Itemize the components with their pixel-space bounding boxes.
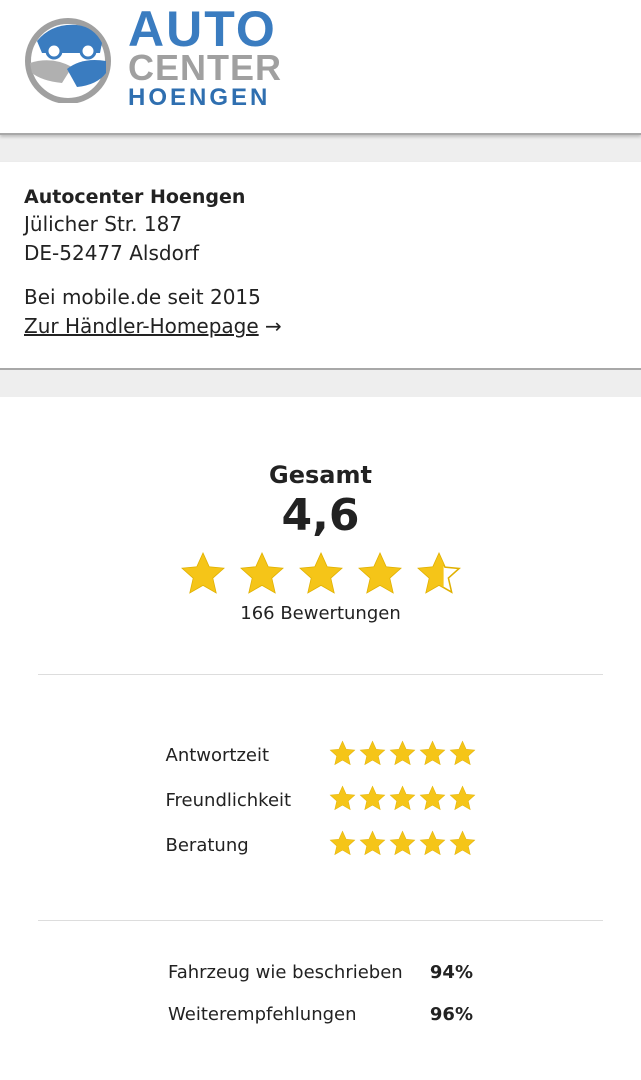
star-icon bbox=[449, 785, 476, 817]
recommendation-row: Weiterempfehlungen 96% bbox=[168, 993, 473, 1035]
star-icon bbox=[419, 830, 446, 862]
dealer-homepage-link[interactable]: Zur Händler-Homepage bbox=[24, 314, 259, 338]
star-icon bbox=[419, 785, 446, 817]
car-handshake-logo-icon bbox=[25, 18, 111, 103]
sub-rating-stars bbox=[329, 785, 476, 817]
dealer-logo: AUTO CENTER HOENGEN bbox=[22, 4, 282, 110]
sub-ratings: Antwortzeit Freundlichkeit Beratung bbox=[166, 733, 476, 868]
overall-score: 4,6 bbox=[281, 490, 360, 541]
star-icon bbox=[389, 785, 416, 817]
sub-rating-row: Beratung bbox=[166, 823, 476, 868]
star-icon bbox=[239, 551, 285, 601]
star-icon bbox=[180, 551, 226, 601]
star-icon bbox=[416, 551, 462, 601]
logo-text-center: CENTER bbox=[128, 47, 283, 88]
sub-rating-label: Beratung bbox=[165, 835, 249, 856]
star-icon bbox=[329, 740, 356, 772]
review-count: 166 Bewertungen bbox=[240, 603, 401, 624]
overall-stars bbox=[0, 551, 641, 601]
recommendations: Fahrzeug wie beschrieben 94% Weiterempfeh… bbox=[168, 951, 473, 1035]
recommendation-value: 96% bbox=[429, 1003, 473, 1025]
ratings-section: Gesamt 4,6 166 Bewertungen Antwortzeit F… bbox=[0, 397, 641, 1035]
star-icon bbox=[449, 830, 476, 862]
divider bbox=[38, 674, 603, 675]
recommendation-label: Weiterempfehlungen bbox=[168, 1003, 357, 1025]
star-icon bbox=[359, 830, 386, 862]
recommendation-value: 94% bbox=[429, 961, 473, 983]
divider bbox=[38, 920, 603, 921]
star-icon bbox=[419, 740, 446, 772]
logo-text-hoengen: HOENGEN bbox=[128, 84, 271, 111]
header: AUTO CENTER HOENGEN bbox=[0, 0, 641, 135]
logo-text-auto: AUTO bbox=[128, 1, 277, 57]
star-icon bbox=[389, 830, 416, 862]
sub-rating-label: Freundlichkeit bbox=[165, 790, 292, 811]
recommendation-row: Fahrzeug wie beschrieben 94% bbox=[168, 951, 473, 993]
star-icon bbox=[329, 785, 356, 817]
sub-rating-stars bbox=[329, 830, 476, 862]
dealer-name: Autocenter Hoengen bbox=[24, 186, 246, 208]
arrow-right-icon: → bbox=[265, 314, 282, 338]
dealer-since: Bei mobile.de seit 2015 bbox=[24, 285, 261, 309]
star-icon bbox=[389, 740, 416, 772]
star-icon bbox=[449, 740, 476, 772]
sub-rating-row: Antwortzeit bbox=[166, 733, 476, 778]
star-icon bbox=[298, 551, 344, 601]
dealer-city: DE-52477 Alsdorf bbox=[24, 241, 200, 265]
star-icon bbox=[357, 551, 403, 601]
star-icon bbox=[359, 785, 386, 817]
sub-rating-stars bbox=[329, 740, 476, 772]
separator-band bbox=[0, 135, 641, 162]
sub-rating-label: Antwortzeit bbox=[165, 745, 270, 766]
star-icon bbox=[329, 830, 356, 862]
overall-label: Gesamt bbox=[269, 461, 372, 489]
dealer-street: Jülicher Str. 187 bbox=[24, 212, 183, 236]
star-icon bbox=[359, 740, 386, 772]
recommendation-label: Fahrzeug wie beschrieben bbox=[168, 961, 403, 983]
dealer-info-card: Autocenter Hoengen Jülicher Str. 187 DE-… bbox=[0, 162, 641, 370]
sub-rating-row: Freundlichkeit bbox=[166, 778, 476, 823]
separator-band bbox=[0, 370, 641, 397]
